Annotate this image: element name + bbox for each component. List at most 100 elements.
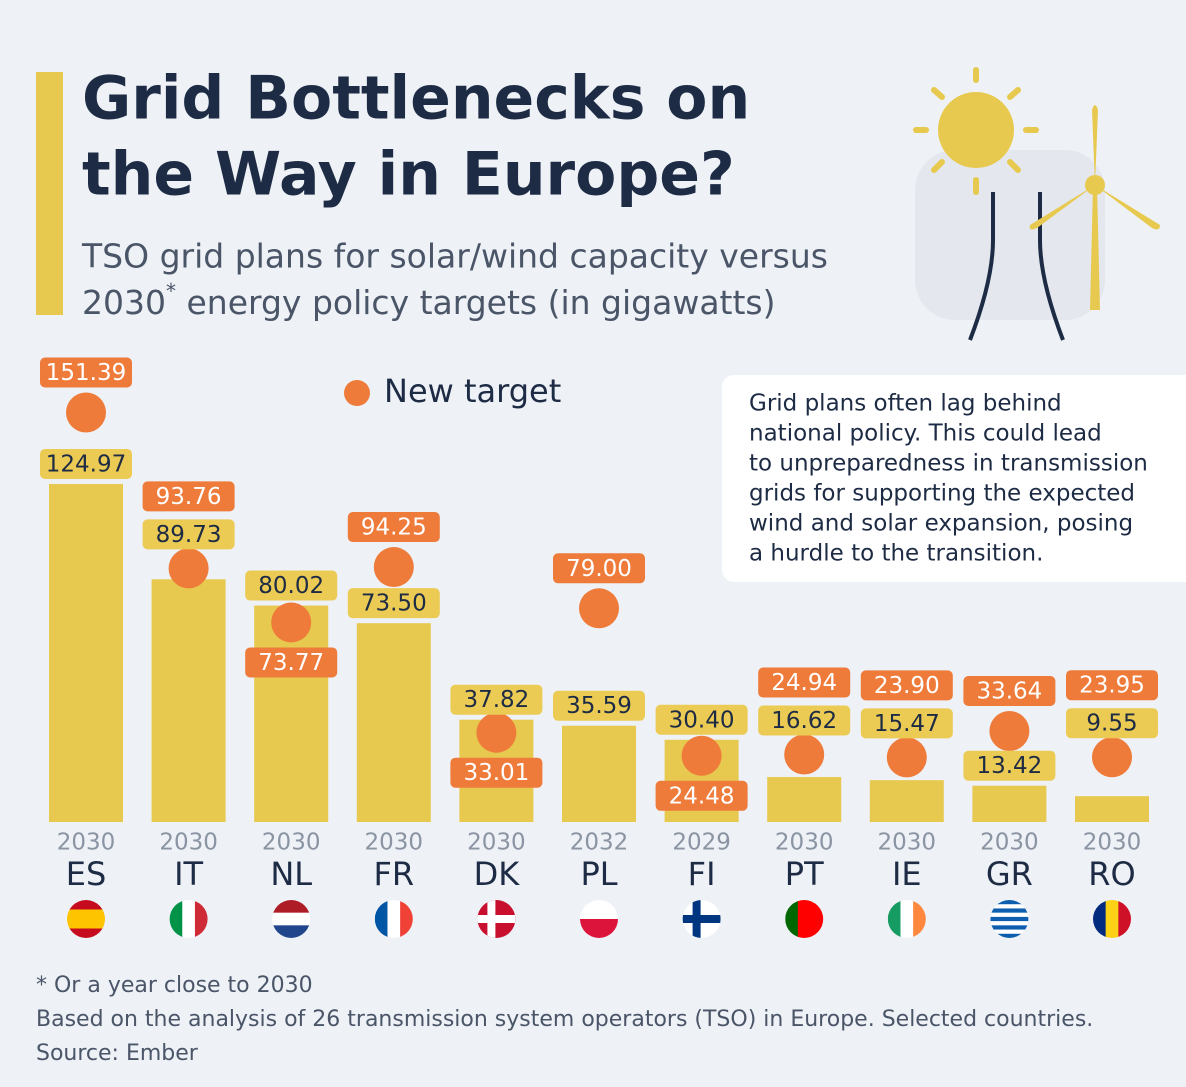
flag-stripe — [1093, 900, 1107, 938]
value-label: 24.94 — [771, 670, 837, 696]
value-label-box — [347, 512, 440, 543]
bar — [1075, 796, 1149, 822]
flag-stripe — [990, 925, 1029, 931]
target-dot — [168, 548, 209, 589]
category-label: DK — [474, 855, 521, 893]
value-label: 73.77 — [258, 650, 324, 676]
legend-marker — [344, 380, 370, 406]
flag — [682, 900, 721, 938]
year-label: 2030 — [980, 830, 1039, 856]
flag-stripe — [797, 900, 812, 938]
illustration — [913, 67, 1160, 341]
value-label: 151.39 — [46, 360, 126, 386]
value-label-box — [347, 588, 440, 619]
category-label: ES — [66, 855, 107, 893]
value-label-box — [40, 357, 132, 388]
flag-stripe — [1105, 900, 1119, 938]
flag-stripe — [887, 900, 901, 938]
value-label: 37.82 — [463, 687, 529, 713]
flag-stripe — [194, 900, 208, 938]
bar — [767, 777, 842, 822]
footnote: Source: Ember — [36, 1041, 199, 1066]
value-label-box — [1066, 708, 1158, 739]
flag-stripe — [990, 904, 1029, 909]
flag-stripe — [913, 900, 926, 938]
category-label: IT — [174, 855, 203, 893]
value-label-box — [963, 676, 1056, 707]
year-label: 2030 — [467, 830, 526, 856]
flag-stripe — [272, 925, 311, 938]
value-label: 24.48 — [669, 783, 735, 809]
bar — [151, 579, 226, 822]
flag-stripe — [990, 921, 1029, 926]
value-label-box — [245, 570, 338, 601]
category-label: PT — [785, 855, 824, 893]
year-label: 2030 — [159, 830, 218, 856]
flag-stripe — [374, 900, 388, 938]
value-label: 13.42 — [976, 753, 1042, 779]
category-label: RO — [1088, 855, 1135, 893]
annotation-text: wind and solar expansion, posing — [749, 511, 1133, 537]
bar — [49, 483, 123, 822]
annotation-box — [722, 375, 1186, 582]
target-dot — [989, 711, 1030, 752]
value-label: 89.73 — [156, 522, 222, 548]
flag-stripe — [1118, 900, 1131, 938]
target-dot — [784, 734, 825, 775]
flag-stripe — [400, 900, 413, 938]
year-label: 2030 — [775, 830, 834, 856]
value-label: 79.00 — [566, 556, 632, 582]
value-label-box — [553, 690, 645, 721]
value-label-box — [860, 670, 953, 701]
subtitle: TSO grid plans for solar/wind capacity v… — [81, 237, 828, 276]
target-dot — [271, 602, 312, 643]
flag-stripe — [990, 912, 1029, 918]
flag — [272, 900, 311, 938]
annotation-text: Grid plans often lag behind — [749, 391, 1062, 417]
year-label: 2030 — [57, 830, 116, 856]
year-label: 2030 — [262, 830, 321, 856]
legend-label: New target — [384, 372, 561, 410]
footnote: Based on the analysis of 26 transmission… — [36, 1007, 1093, 1032]
year-label: 2030 — [878, 830, 937, 856]
flag-stripe — [272, 900, 311, 914]
flag-stripe — [182, 900, 196, 938]
flag-stripe — [272, 912, 311, 926]
value-label-box — [450, 684, 543, 715]
value-label-box — [553, 553, 645, 584]
flag-stripe — [990, 908, 1029, 914]
annotation-text: a hurdle to the transition. — [749, 541, 1043, 567]
value-label: 16.62 — [771, 708, 837, 734]
category-label: NL — [270, 855, 312, 893]
value-label-box — [860, 708, 953, 739]
value-label: 73.50 — [361, 591, 427, 617]
target-dot — [373, 547, 414, 588]
target-dot — [886, 737, 927, 778]
flag-stripe — [990, 929, 1029, 935]
value-label-box — [655, 780, 748, 811]
annotation-text: to unpreparedness in transmission — [749, 451, 1148, 477]
target-dot — [579, 588, 619, 629]
value-label-box — [1066, 670, 1158, 701]
flag — [374, 900, 413, 938]
target-dot — [66, 392, 106, 433]
flag-stripe — [990, 933, 1029, 938]
value-label: 15.47 — [874, 711, 940, 737]
value-label: 33.64 — [976, 679, 1042, 705]
value-label-box — [245, 647, 338, 678]
value-label-box — [758, 705, 851, 736]
bar — [562, 725, 636, 822]
category-label: PL — [580, 855, 617, 893]
category-label: FI — [688, 855, 716, 893]
year-label: 2030 — [365, 830, 424, 856]
value-label-box — [758, 667, 851, 698]
value-label: 33.01 — [463, 760, 529, 786]
bar — [972, 785, 1047, 822]
bar — [356, 623, 431, 822]
target-dot — [681, 735, 722, 776]
flag-stripe — [169, 900, 183, 938]
value-label: 124.97 — [46, 451, 126, 477]
value-label-box — [40, 448, 132, 479]
annotation-text: grids for supporting the expected — [749, 481, 1135, 507]
